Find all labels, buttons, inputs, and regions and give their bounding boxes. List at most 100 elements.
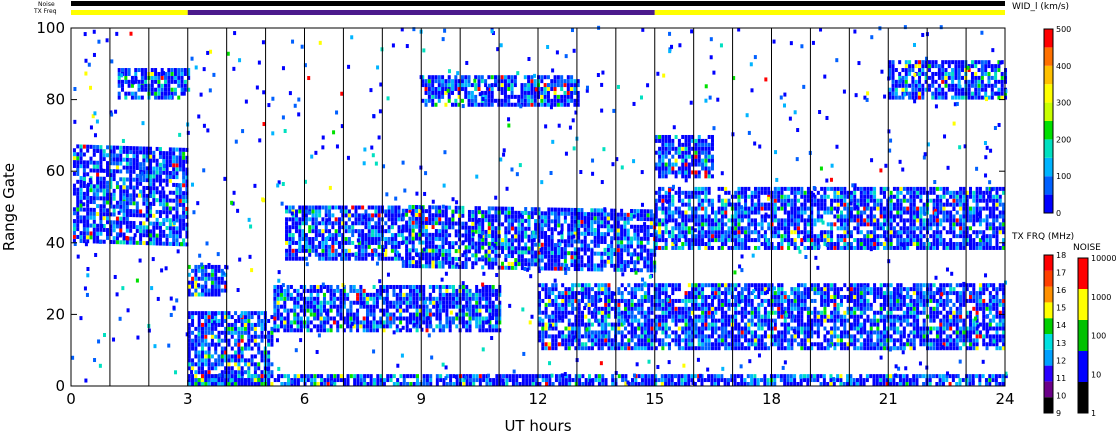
echo-cell xyxy=(763,314,767,319)
echo-cell xyxy=(593,216,597,221)
echo-cell xyxy=(119,200,123,205)
echo-cell xyxy=(200,272,204,277)
echo-cell xyxy=(354,229,358,234)
echo-cell xyxy=(461,304,465,309)
echo-cell xyxy=(507,79,511,84)
echo-cell xyxy=(175,234,179,239)
echo-cell xyxy=(415,304,419,309)
echo-cell xyxy=(322,328,326,333)
echo-cell xyxy=(438,300,442,305)
echo-cell xyxy=(636,240,640,245)
echo-cell xyxy=(220,322,224,327)
echo-cell xyxy=(185,214,189,219)
echo-cell xyxy=(650,326,654,331)
echo-cell xyxy=(399,328,403,333)
echo-cell xyxy=(122,157,126,162)
echo-cell xyxy=(389,284,393,289)
echo-cell xyxy=(468,316,472,321)
echo-cell xyxy=(200,362,204,367)
echo-cell xyxy=(566,75,570,80)
echo-cell xyxy=(276,304,280,309)
echo-cell xyxy=(328,233,332,238)
echo-cell xyxy=(224,366,228,371)
echo-cell xyxy=(541,298,545,303)
echo-cell xyxy=(753,314,757,319)
echo-cell xyxy=(441,248,445,253)
echo-cell xyxy=(142,225,146,230)
echo-cell xyxy=(710,295,714,300)
echo-cell xyxy=(187,272,191,277)
echo-cell xyxy=(563,79,567,84)
echo-cell xyxy=(681,314,685,319)
echo-cell xyxy=(530,246,534,251)
echo-cell xyxy=(873,342,877,347)
echo-cell xyxy=(767,318,771,323)
echo-cell xyxy=(763,306,767,311)
echo-cell xyxy=(481,218,485,223)
echo-cell xyxy=(187,330,191,335)
echo-cell xyxy=(810,326,814,331)
echo-cell xyxy=(164,87,168,92)
echo-cell xyxy=(520,262,524,267)
echo-cell xyxy=(783,326,787,331)
echo-cell xyxy=(720,291,724,296)
echo-cell xyxy=(311,240,315,245)
echo-cell xyxy=(154,75,158,80)
echo-cell xyxy=(167,79,171,84)
echo-cell xyxy=(757,342,761,347)
echo-cell xyxy=(475,300,479,305)
echo-cell xyxy=(793,302,797,307)
echo-cell xyxy=(471,210,475,215)
echo-cell xyxy=(876,291,880,296)
echo-cell xyxy=(273,300,277,305)
echo-cell xyxy=(405,224,409,229)
echo-cell xyxy=(859,330,863,335)
echo-cell xyxy=(89,184,93,189)
echo-cell xyxy=(385,312,389,317)
echo-cell xyxy=(162,178,166,183)
echo-cell xyxy=(394,252,398,257)
echo-cell xyxy=(129,177,133,182)
echo-cell xyxy=(72,152,76,157)
echo-cell xyxy=(640,283,644,288)
echo-cell xyxy=(309,292,313,297)
txfreq-bar-label: TX Freq xyxy=(33,8,57,15)
echo-cell xyxy=(204,280,208,285)
echo-cell xyxy=(448,292,452,297)
echo-cell xyxy=(367,225,371,230)
echo-cell xyxy=(230,330,234,335)
echo-cell xyxy=(96,145,100,150)
echo-cell xyxy=(299,328,303,333)
echo-cell xyxy=(129,146,133,151)
echo-cell xyxy=(687,330,691,335)
txfreq-segment-1 xyxy=(187,10,655,15)
echo-cell xyxy=(574,326,578,331)
echo-cell xyxy=(594,314,598,319)
echo-cell xyxy=(478,308,482,313)
echo-cell xyxy=(556,83,560,88)
echo-cell xyxy=(182,218,186,223)
echo-cell xyxy=(314,217,318,222)
echo-cell xyxy=(543,90,547,95)
echo-cell xyxy=(442,300,446,305)
echo-cell xyxy=(533,90,537,95)
echo-cell xyxy=(145,186,149,191)
echo-cell xyxy=(178,147,182,152)
echo-cell xyxy=(296,328,300,333)
echo-cell xyxy=(630,256,634,261)
echo-cell xyxy=(76,187,80,192)
echo-cell xyxy=(125,209,129,214)
echo-cell xyxy=(243,318,247,323)
echo-cell xyxy=(351,252,355,257)
echo-cell xyxy=(408,304,412,309)
echo-cell xyxy=(129,161,133,166)
echo-cell xyxy=(570,75,574,80)
echo-cell xyxy=(876,342,880,347)
echo-cell xyxy=(553,102,557,107)
echo-cell xyxy=(544,322,548,327)
echo-cell xyxy=(367,213,371,218)
echo-cell xyxy=(200,338,204,343)
echo-cell xyxy=(654,322,658,327)
echo-cell xyxy=(747,291,751,296)
echo-cell xyxy=(76,191,80,196)
